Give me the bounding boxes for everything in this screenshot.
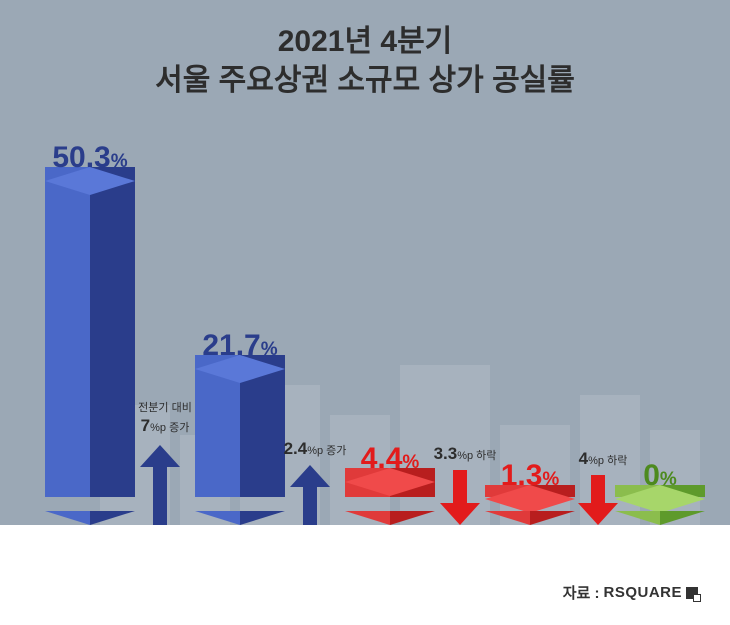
title-line-2: 서울 주요상권 소규모 상가 공실률 xyxy=(0,61,730,100)
change-label: 전분기 대비7%p 증가 xyxy=(138,401,192,437)
change-arrow-gwanghwamun: 2.4%p 증가 xyxy=(290,465,340,525)
hex-bar: 0% xyxy=(615,499,705,525)
title-line-1: 2021년 4분기 xyxy=(0,22,730,61)
source-credit: 자료 : RSQUARE xyxy=(563,582,698,603)
value-label: 1.3% xyxy=(501,459,560,493)
value-label: 50.3% xyxy=(52,141,127,175)
change-label: 2.4%p 증가 xyxy=(284,438,347,460)
value-label: 21.7% xyxy=(202,329,277,363)
change-arrow-sinsa: 3.3%p 하락 xyxy=(440,470,490,525)
hex-bar: 4.4% xyxy=(345,482,435,525)
source-logo-icon xyxy=(686,587,698,599)
hex-bar: 50.3% xyxy=(45,181,135,525)
hex-bar: 21.7% xyxy=(195,369,285,525)
change-label: 3.3%p 하락 xyxy=(434,443,497,465)
ground xyxy=(0,525,730,625)
source-prefix: 자료 : xyxy=(563,582,600,603)
chart-title: 2021년 4분기 서울 주요상권 소규모 상가 공실률 xyxy=(0,0,730,100)
value-label: 0% xyxy=(643,459,677,493)
hex-bar: 1.3% xyxy=(485,499,575,525)
value-label: 4.4% xyxy=(361,442,420,476)
chart-area: 50.3%명동 전분기 대비7%p 증가 21.7%광화문 2.4%p 증가 4… xyxy=(0,125,730,525)
source-brand: RSQUARE xyxy=(603,584,682,601)
change-label: 4%p 하락 xyxy=(579,448,628,470)
change-arrow-myeongdong: 전분기 대비7%p 증가 xyxy=(140,445,190,525)
